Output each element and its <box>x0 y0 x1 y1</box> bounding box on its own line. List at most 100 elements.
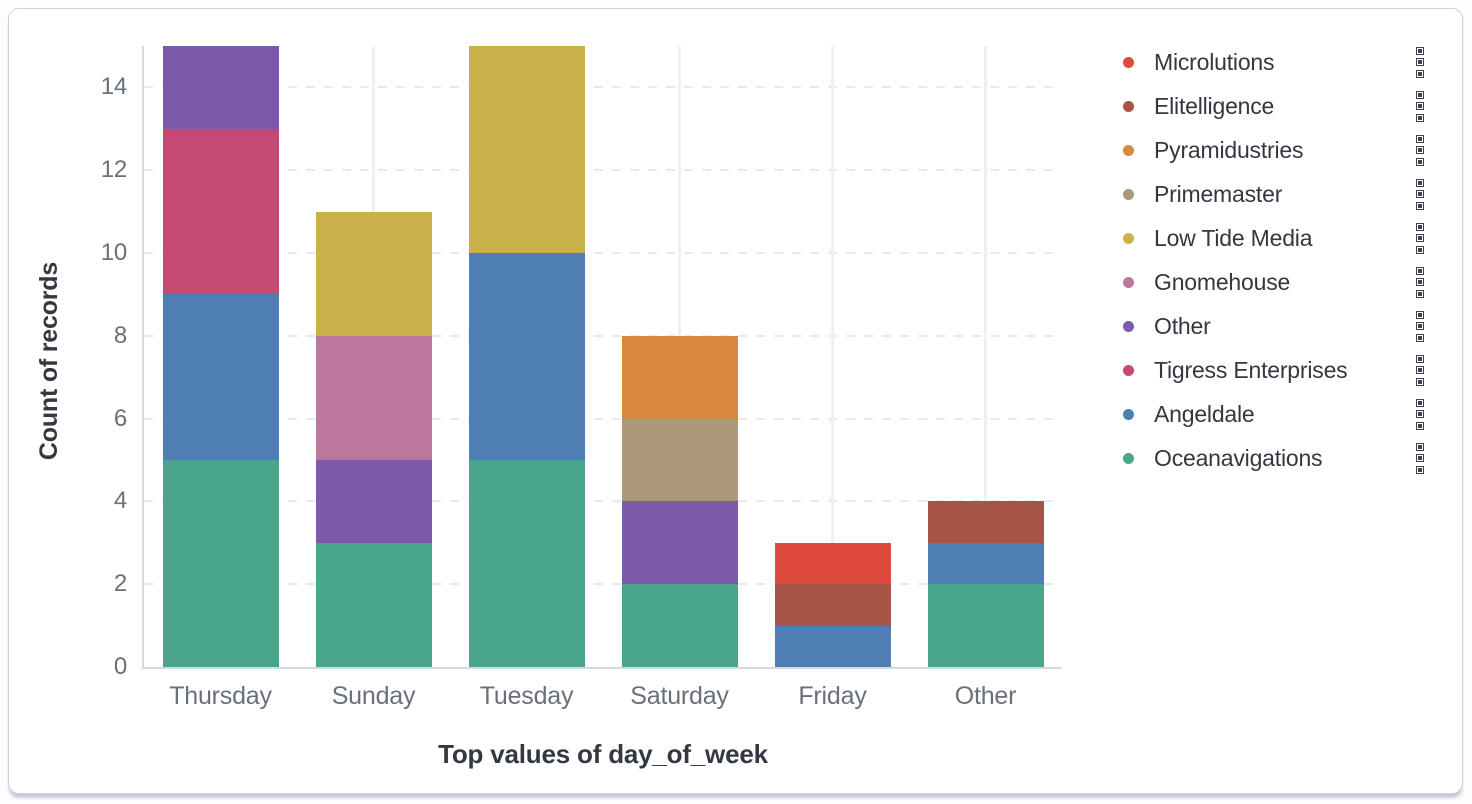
legend-color-dot <box>1123 144 1134 156</box>
y-tick-label: 8 <box>113 321 127 349</box>
legend-item-label[interactable]: Oceanavigations <box>1154 444 1323 471</box>
legend-item-label[interactable]: Tigress Enterprises <box>1154 356 1348 383</box>
legend-color-dot <box>1123 100 1134 112</box>
box-glyph <box>1416 442 1424 451</box>
legend-item-primemaster[interactable]: Primemaster <box>1113 172 1424 216</box>
x-tick-label: Other <box>954 682 1017 710</box>
bar-segment[interactable] <box>468 46 585 253</box>
legend-item-label[interactable]: Primemaster <box>1154 180 1283 207</box>
box-glyph <box>1416 333 1424 342</box>
bar-segment[interactable] <box>927 501 1044 543</box>
legend-item-elitelligence[interactable]: Elitelligence <box>1113 84 1424 128</box>
y-tick-label: 12 <box>100 156 127 184</box>
bar-segment[interactable] <box>621 335 738 419</box>
legend-item-tigress-enterprises[interactable]: Tigress Enterprises <box>1113 348 1424 392</box>
vertical-gridline <box>984 46 987 667</box>
bar-segment[interactable] <box>162 128 279 295</box>
legend-item-label[interactable]: Gnomehouse <box>1154 268 1291 295</box>
box-glyph <box>1416 190 1424 198</box>
legend-color-dot <box>1123 56 1134 68</box>
box-glyph <box>1416 113 1424 122</box>
bar-segment[interactable] <box>774 625 891 667</box>
boxes-vertical-icon[interactable] <box>1416 134 1424 166</box>
box-glyph <box>1416 454 1424 462</box>
horizontal-gridline <box>144 417 1062 420</box>
legend-item-oceanavigations[interactable]: Oceanavigations <box>1113 436 1424 480</box>
bar-segment[interactable] <box>774 542 891 585</box>
bar-segment[interactable] <box>315 211 432 336</box>
boxes-vertical-icon[interactable] <box>1416 178 1424 210</box>
bar-segment[interactable] <box>774 584 891 626</box>
y-tick-label: 6 <box>113 404 127 432</box>
bar-segment[interactable] <box>621 501 738 585</box>
y-tick-label: 10 <box>100 239 127 266</box>
legend-item-pyramidustries[interactable]: Pyramidustries <box>1113 128 1424 172</box>
box-glyph <box>1416 266 1424 275</box>
box-glyph <box>1416 102 1424 110</box>
horizontal-gridline <box>144 334 1062 337</box>
boxes-vertical-icon[interactable] <box>1416 90 1424 122</box>
plot-area <box>142 46 1062 669</box>
x-axis-title: Top values of day_of_week <box>438 739 768 769</box>
bar-segment[interactable] <box>621 418 738 502</box>
bar-segment[interactable] <box>927 584 1044 667</box>
bar-segment[interactable] <box>162 294 279 460</box>
horizontal-gridline <box>144 583 1062 586</box>
box-glyph <box>1416 146 1424 154</box>
box-glyph <box>1416 377 1424 386</box>
legend-item-label[interactable]: Other <box>1154 312 1211 339</box>
legend-item-angeldale[interactable]: Angeldale <box>1113 392 1424 436</box>
legend-item-label[interactable]: Microlutions <box>1154 48 1275 75</box>
x-tick-label: Friday <box>798 682 867 710</box>
box-glyph <box>1416 410 1424 418</box>
bar-segment[interactable] <box>162 46 279 129</box>
legend-item-microlutions[interactable]: Microlutions <box>1113 40 1424 84</box>
bar-segment[interactable] <box>468 460 585 667</box>
legend: Microlutions Elitelligence Pyramidustries P… <box>1113 40 1424 480</box>
legend-item-label[interactable]: Low Tide Media <box>1154 224 1313 251</box>
box-glyph <box>1416 278 1424 286</box>
bar-segment[interactable] <box>162 460 279 667</box>
vertical-gridline <box>831 46 834 667</box>
box-glyph <box>1416 234 1424 242</box>
bar-segment[interactable] <box>315 335 432 460</box>
box-glyph <box>1416 46 1424 55</box>
boxes-vertical-icon[interactable] <box>1416 398 1424 430</box>
boxes-vertical-icon[interactable] <box>1416 310 1424 342</box>
box-glyph <box>1416 366 1424 374</box>
x-tick-label: Saturday <box>630 682 729 710</box>
legend-item-low-tide-media[interactable]: Low Tide Media <box>1113 216 1424 260</box>
bar-segment[interactable] <box>621 584 738 667</box>
legend-color-dot <box>1123 188 1134 200</box>
box-glyph <box>1416 289 1424 298</box>
box-glyph <box>1416 178 1424 187</box>
boxes-vertical-icon[interactable] <box>1416 266 1424 298</box>
box-glyph <box>1416 69 1424 78</box>
boxes-vertical-icon[interactable] <box>1416 222 1424 254</box>
box-glyph <box>1416 322 1424 330</box>
boxes-vertical-icon[interactable] <box>1416 354 1424 386</box>
legend-item-label[interactable]: Elitelligence <box>1154 92 1275 119</box>
legend-color-dot <box>1123 276 1134 288</box>
legend-color-dot <box>1123 232 1134 244</box>
legend-color-dot <box>1123 408 1134 420</box>
legend-item-gnomehouse[interactable]: Gnomehouse <box>1113 260 1424 304</box>
box-glyph <box>1416 201 1424 210</box>
box-glyph <box>1416 245 1424 254</box>
bar-segment[interactable] <box>315 460 432 543</box>
horizontal-gridline <box>144 86 1062 89</box>
box-glyph <box>1416 354 1424 363</box>
boxes-vertical-icon[interactable] <box>1416 46 1424 78</box>
x-tick-label: Sunday <box>331 682 416 710</box>
legend-item-label[interactable]: Angeldale <box>1154 400 1255 427</box>
bar-segment[interactable] <box>927 542 1044 585</box>
legend-item-label[interactable]: Pyramidustries <box>1154 136 1304 163</box>
box-glyph <box>1416 222 1424 231</box>
bar-segment[interactable] <box>468 253 585 460</box>
box-glyph <box>1416 90 1424 99</box>
boxes-vertical-icon[interactable] <box>1416 442 1424 474</box>
y-tick-label: 0 <box>113 653 127 680</box>
box-glyph <box>1416 134 1424 143</box>
bar-segment[interactable] <box>315 542 432 667</box>
legend-item-other[interactable]: Other <box>1113 304 1424 348</box>
